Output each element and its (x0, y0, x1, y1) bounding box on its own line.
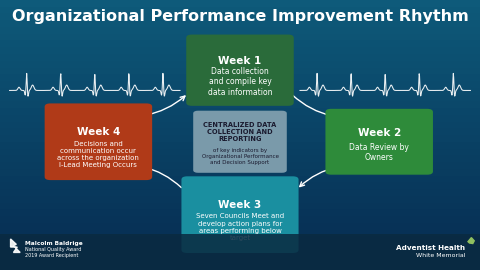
Text: Data Review by
Owners: Data Review by Owners (349, 143, 409, 162)
Bar (0, 196, 480, 202)
Text: Week 1: Week 1 (218, 56, 262, 66)
Polygon shape (11, 239, 20, 252)
Bar (0, 189, 480, 196)
Text: 2019 Award Recipient: 2019 Award Recipient (25, 253, 78, 258)
Bar (0, 230, 480, 236)
Bar (0, 182, 480, 189)
Text: Week 2: Week 2 (358, 129, 401, 139)
Bar (0, 14, 480, 20)
Bar (0, 216, 480, 223)
FancyBboxPatch shape (45, 103, 152, 180)
Bar (0, 115, 480, 122)
Bar (0, 27, 480, 34)
Text: of key indicators by
Organizational Performance
and Decision Support: of key indicators by Organizational Perf… (202, 148, 278, 165)
Bar (0, 236, 480, 243)
Text: National Quality Award: National Quality Award (25, 247, 81, 252)
Bar (0, 94, 480, 101)
Bar (0, 148, 480, 155)
Bar (0, 209, 480, 216)
Text: Week 3: Week 3 (218, 200, 262, 210)
Text: Data collection
and compile key
data information: Data collection and compile key data inf… (208, 67, 272, 97)
Bar (0, 101, 480, 108)
Bar (0, 74, 480, 81)
Bar (0, 68, 480, 74)
Text: Seven Councils Meet and
develop action plans for
areas performing below
target: Seven Councils Meet and develop action p… (196, 213, 284, 241)
Bar (0, 263, 480, 270)
Bar (0, 128, 480, 135)
FancyBboxPatch shape (325, 109, 433, 175)
Text: White Memorial: White Memorial (416, 254, 466, 258)
Bar (0, 122, 480, 128)
FancyBboxPatch shape (186, 35, 294, 106)
Bar (0, 176, 480, 182)
Polygon shape (468, 238, 474, 244)
Bar (0, 88, 480, 94)
Bar (0, 162, 480, 169)
Bar (0, 169, 480, 176)
FancyBboxPatch shape (193, 111, 287, 173)
Bar (0, 47, 480, 54)
Bar (0, 20, 480, 27)
FancyBboxPatch shape (181, 176, 299, 253)
Bar (0, 0, 480, 7)
Text: Week 4: Week 4 (77, 127, 120, 137)
Text: Organizational Performance Improvement Rhythm: Organizational Performance Improvement R… (12, 9, 468, 25)
Bar (0, 202, 480, 209)
Text: Malcolm Baldrige: Malcolm Baldrige (25, 241, 83, 246)
Bar (0, 155, 480, 162)
Bar (0, 81, 480, 88)
Bar (0, 135, 480, 142)
Bar (0, 250, 480, 256)
Bar (0, 234, 480, 270)
Text: Adventist Health: Adventist Health (396, 245, 466, 251)
Bar (0, 61, 480, 68)
Bar (0, 243, 480, 250)
Bar (0, 108, 480, 115)
Bar (0, 256, 480, 263)
Bar (0, 34, 480, 40)
Text: CENTRALIZED DATA
COLLECTION AND
REPORTING: CENTRALIZED DATA COLLECTION AND REPORTIN… (204, 122, 276, 142)
Bar (0, 142, 480, 148)
Bar (0, 54, 480, 61)
Bar (0, 7, 480, 14)
Text: Decisions and
communication occur
across the organization
I-Lead Meeting Occurs: Decisions and communication occur across… (58, 140, 139, 168)
Bar (0, 223, 480, 230)
Bar (0, 40, 480, 47)
